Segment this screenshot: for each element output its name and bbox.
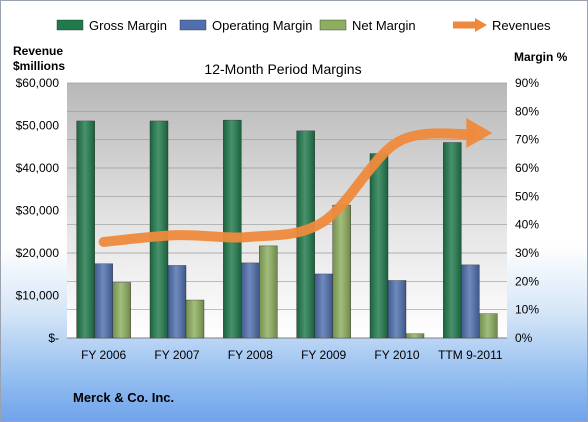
net-margin-bar-shading: [479, 313, 498, 338]
left-tick-label: $40,000: [16, 161, 60, 175]
operating-margin-bar-shading: [168, 265, 186, 338]
gross-margin-legend-swatch: [56, 19, 84, 31]
plot-area: [67, 83, 507, 338]
chart-title: 12-Month Period Margins: [204, 61, 361, 77]
category-label: FY 2010: [374, 348, 419, 362]
net-margin-legend-swatch: [319, 19, 347, 31]
left-tick-label: $60,000: [16, 76, 60, 90]
operating-margin-bar-shading: [94, 263, 113, 338]
category-label: FY 2008: [228, 348, 273, 362]
right-tick-label: 0%: [515, 331, 533, 345]
right-tick-label: 50%: [515, 189, 539, 203]
left-axis-label-line2: $millions: [13, 59, 65, 73]
right-tick-label: 40%: [515, 218, 539, 232]
left-tick-label: $10,000: [16, 289, 60, 303]
net-margin-bar-shading: [332, 205, 351, 338]
revenues-legend-arrow: [475, 18, 487, 32]
left-axis-label-line1: Revenue: [13, 44, 63, 58]
right-axis-label: Margin %: [514, 50, 568, 64]
gross-margin-legend-label: Gross Margin: [89, 18, 167, 33]
legend: Gross Margin Operating Margin Net Margin Re…: [56, 18, 551, 33]
net-margin-bar-shading: [259, 245, 278, 338]
right-tick-label: 20%: [515, 274, 539, 288]
right-tick-label: 70%: [515, 133, 539, 147]
gross-margin-bar-shading: [443, 142, 462, 338]
left-tick-label: $30,000: [16, 204, 60, 218]
left-tick-label: $-: [48, 331, 59, 345]
operating-margin-bar-shading: [461, 264, 480, 338]
gross-margin-bar-shading: [76, 120, 95, 338]
left-tick-label: $20,000: [16, 246, 60, 260]
operating-margin-bar-shading: [314, 273, 333, 338]
revenue-line: [98, 118, 493, 247]
operating-margin-legend-label: Operating Margin: [212, 18, 312, 33]
company-name: Merck & Co. Inc.: [73, 390, 174, 405]
category-label: TTM 9-2011: [438, 348, 503, 362]
revenues-legend-label: Revenues: [492, 18, 551, 33]
gross-margin-bar-shading: [150, 120, 168, 338]
right-tick-label: 90%: [515, 76, 539, 90]
right-tick-label: 60%: [515, 161, 539, 175]
net-margin-bar-shading: [186, 300, 204, 338]
net-margin-legend-label: Net Margin: [352, 18, 416, 33]
category-label: FY 2009: [301, 348, 346, 362]
category-label: FY 2007: [154, 348, 199, 362]
gross-margin-bar-shading: [370, 153, 388, 338]
operating-margin-bar-shading: [388, 280, 406, 338]
category-label: FY 2006: [81, 348, 126, 362]
net-margin-bar-shading: [406, 333, 424, 338]
revenues-arrowhead: [466, 118, 493, 148]
operating-margin-legend-swatch: [179, 19, 207, 31]
operating-margin-bar-shading: [241, 262, 260, 338]
left-tick-label: $50,000: [16, 119, 60, 133]
gridlines: [67, 82, 507, 339]
right-tick-label: 30%: [515, 246, 539, 260]
net-margin-bar-shading: [112, 282, 131, 338]
gross-margin-bar-shading: [223, 120, 242, 338]
bars: [76, 119, 498, 339]
right-tick-label: 10%: [515, 303, 539, 317]
right-tick-label: 80%: [515, 104, 539, 118]
revenues-line: [98, 128, 476, 247]
tick-labels: $- $10,000 $20,000 $30,000 $40,000 $50,000 $60…: [16, 76, 540, 362]
